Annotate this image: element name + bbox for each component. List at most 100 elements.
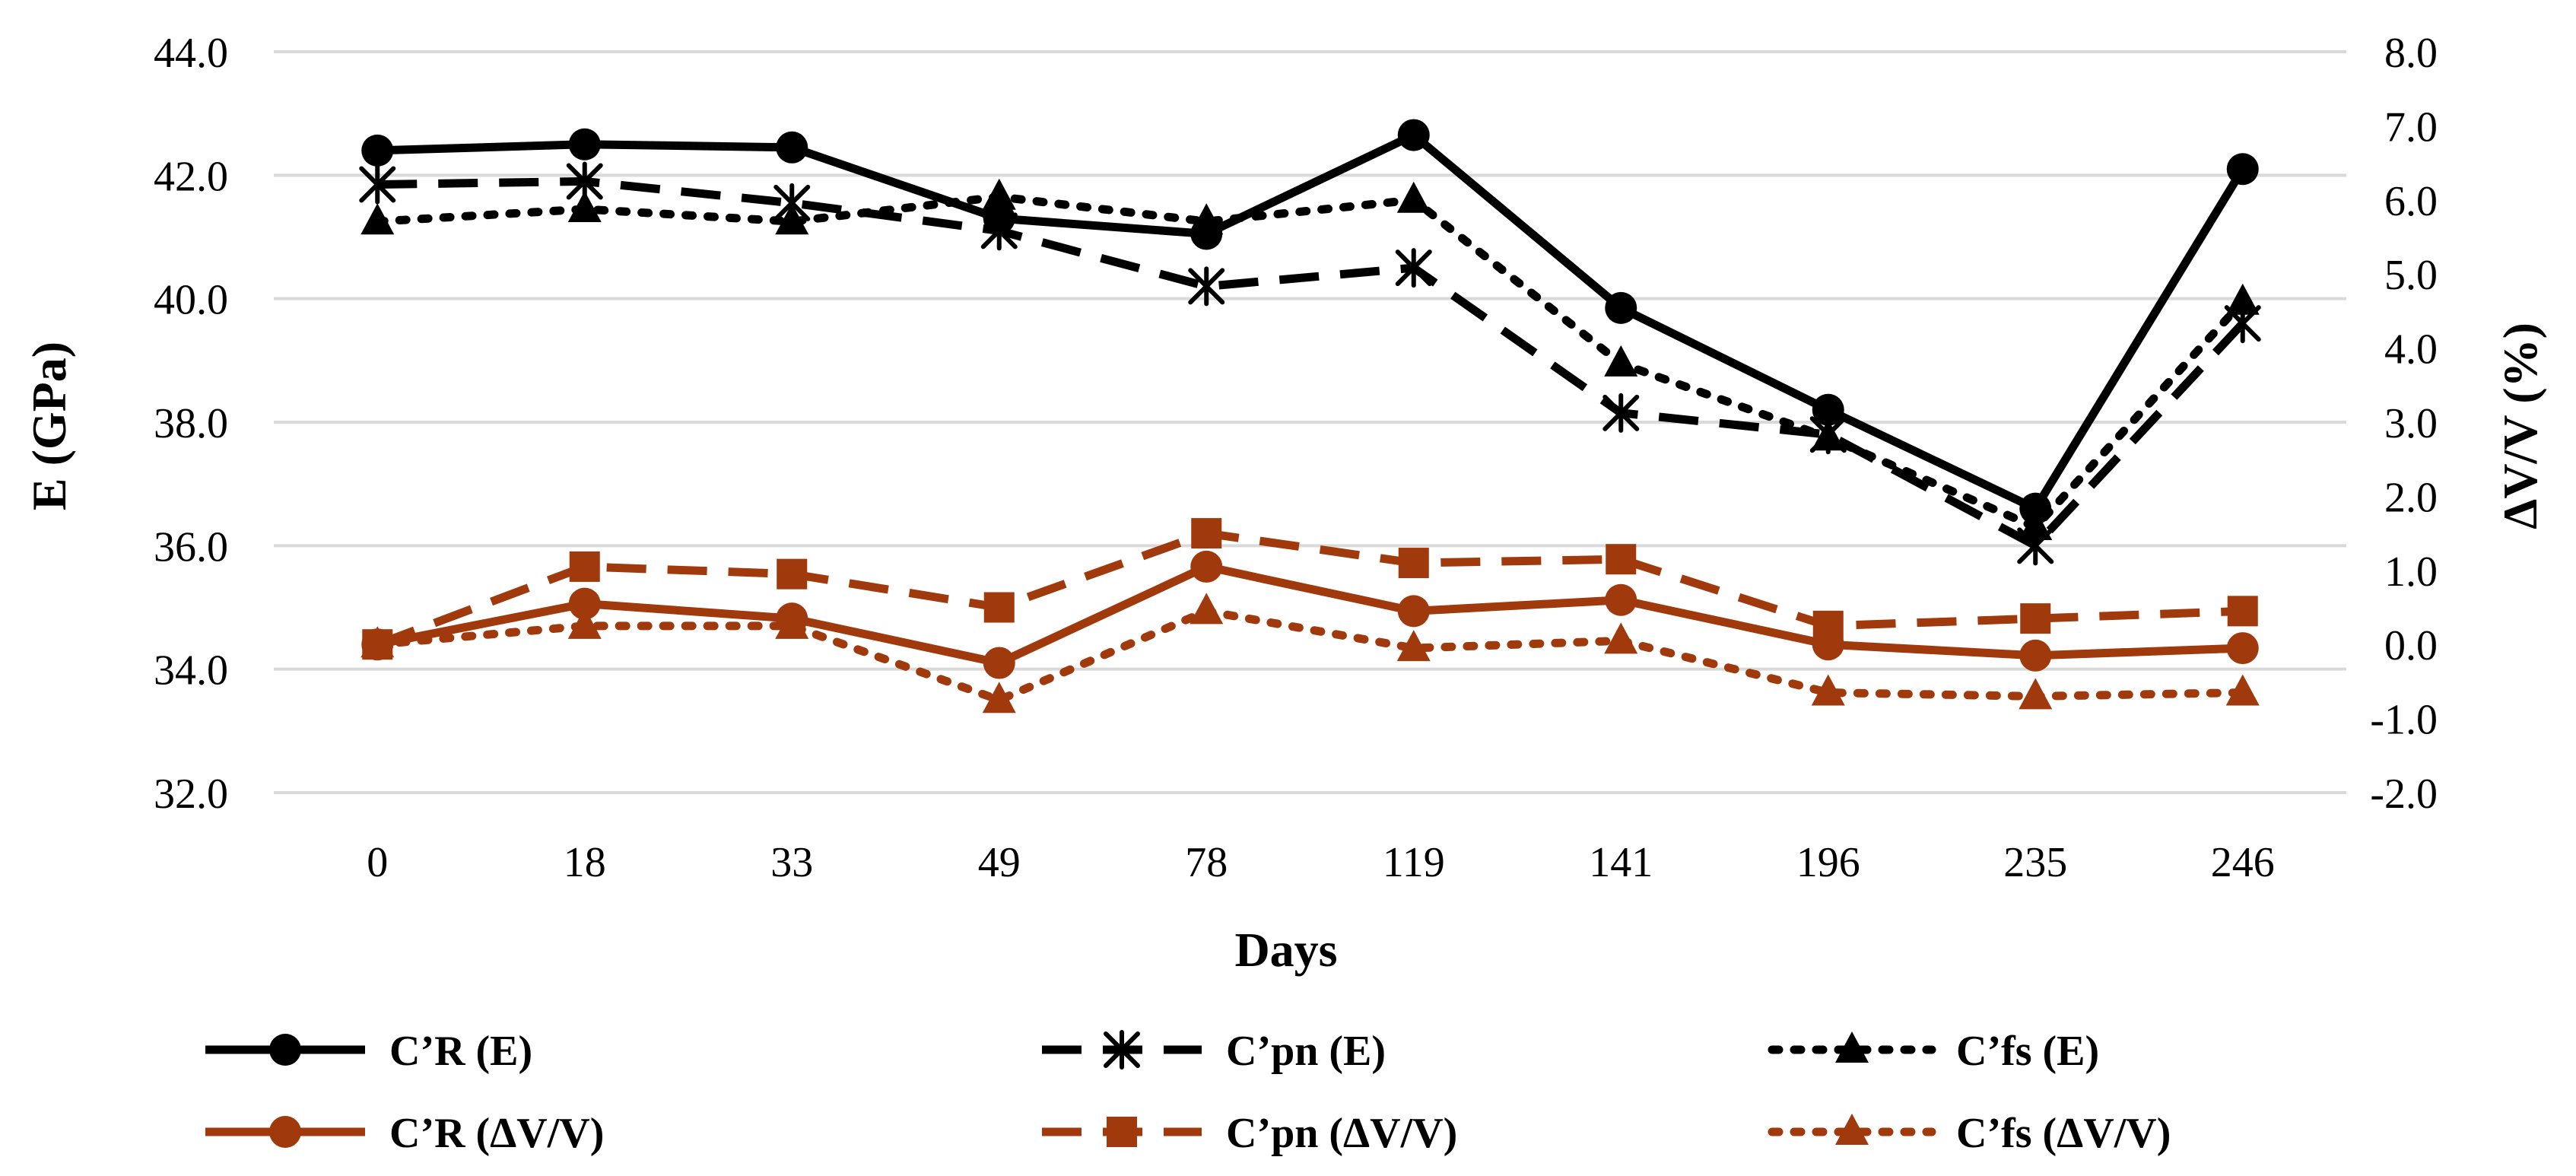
- data-point: [983, 592, 1015, 623]
- legend-swatch-marker: [269, 1116, 301, 1148]
- legend-item: C’R (E): [205, 1028, 532, 1075]
- data-point: [775, 607, 809, 639]
- y-axis-right-title: ΔV/V (%): [2493, 323, 2547, 529]
- legend-label: C’fs (ΔV/V): [1956, 1110, 2171, 1157]
- data-point: [1191, 518, 1222, 549]
- data-point: [1190, 203, 1224, 235]
- data-point: [1602, 393, 1640, 433]
- data-point: [2225, 283, 2260, 315]
- data-point: [2225, 674, 2260, 706]
- legend-label: C’pn (ΔV/V): [1226, 1110, 1457, 1157]
- y-tick-label: 42.0: [154, 153, 228, 200]
- data-point: [1397, 595, 1430, 628]
- data-point: [777, 558, 808, 590]
- x-tick-label: 18: [564, 839, 606, 886]
- data-point: [1396, 630, 1431, 662]
- x-tick-label: 246: [2211, 839, 2275, 886]
- data-point: [1811, 674, 1845, 706]
- y2-tick-label: 0.0: [2384, 622, 2438, 669]
- data-point: [1605, 583, 1637, 616]
- y-axis-right-ticks: -2.0 -1.0 0.0 1.0 2.0 3.0 4.0 5.0 6.0 7.0 8.0: [2370, 30, 2438, 818]
- x-tick-label: 235: [2003, 839, 2067, 886]
- y2-tick-label: 7.0: [2384, 103, 2438, 151]
- y-axis-left-ticks: 32.0 34.0 36.0 38.0 40.0 42.0 44.0: [154, 30, 228, 818]
- data-point: [982, 682, 1016, 714]
- data-point: [1395, 248, 1432, 288]
- data-point: [2020, 603, 2051, 634]
- data-point: [1396, 181, 1431, 213]
- y2-tick-label: 3.0: [2384, 400, 2438, 447]
- y-tick-label: 32.0: [154, 771, 228, 818]
- y-tick-label: 34.0: [154, 647, 228, 694]
- x-tick-label: 196: [1796, 839, 1860, 886]
- series-0: [361, 119, 2259, 525]
- data-point: [2227, 596, 2258, 627]
- x-axis-title: Days: [1234, 923, 1337, 977]
- legend-swatch-marker: [1107, 1117, 1137, 1147]
- data-point: [1604, 345, 1638, 377]
- legend-item: C’pn (E): [1042, 1028, 1386, 1075]
- data-point: [567, 607, 602, 639]
- data-point: [2019, 508, 2053, 540]
- data-point: [567, 190, 602, 222]
- y-tick-label: 36.0: [154, 523, 228, 571]
- data-point: [361, 203, 395, 235]
- y-tick-label: 44.0: [154, 30, 228, 77]
- x-tick-label: 141: [1589, 839, 1653, 886]
- data-point: [1188, 266, 1225, 307]
- series-3: [361, 550, 2259, 679]
- x-tick-label: 49: [978, 839, 1021, 886]
- data-point: [980, 211, 1018, 251]
- series-5: [361, 593, 2260, 714]
- x-tick-label: 33: [770, 839, 813, 886]
- legend-label: C’pn (E): [1226, 1028, 1386, 1075]
- y-tick-label: 38.0: [154, 400, 228, 447]
- legend-swatch-marker: [1835, 1114, 1869, 1145]
- x-tick-label: 78: [1185, 839, 1228, 886]
- data-point: [361, 134, 394, 167]
- legend-item: C’fs (E): [1768, 1028, 2099, 1075]
- legend-swatch-marker: [1104, 1030, 1140, 1070]
- legend-swatch-marker: [269, 1034, 301, 1066]
- y2-tick-label: 5.0: [2384, 252, 2438, 299]
- y-tick-label: 40.0: [154, 277, 228, 324]
- data-point: [1604, 622, 1638, 654]
- x-tick-label: 119: [1383, 839, 1445, 886]
- legend-item: C’R (ΔV/V): [205, 1110, 604, 1157]
- data-point: [359, 164, 396, 205]
- series-line: [373, 606, 2247, 704]
- legend-label: C’R (E): [389, 1028, 532, 1075]
- y-axis-left-title: E (GPa): [22, 342, 76, 510]
- data-point: [1605, 291, 1637, 324]
- data-point: [983, 647, 1015, 679]
- series-layer: [359, 119, 2261, 714]
- legend: C’R (E) C’pn (E) C’fs (E) C’R (ΔV/V) C’pn (Δ…: [205, 1028, 2171, 1157]
- data-point: [1606, 544, 1637, 575]
- series-line: [376, 562, 2243, 668]
- data-point: [1812, 393, 1844, 426]
- data-point: [1397, 119, 1430, 151]
- y2-tick-label: 2.0: [2384, 474, 2438, 521]
- data-point: [569, 551, 600, 582]
- data-point: [1811, 419, 1845, 451]
- data-point: [775, 203, 809, 235]
- x-axis-ticks: 0 18 33 49 78 119 141 196 235 246: [367, 839, 2275, 886]
- data-point: [2226, 632, 2259, 665]
- series-line: [377, 176, 2246, 550]
- data-point: [568, 587, 601, 620]
- data-point: [1398, 548, 1429, 579]
- legend-label: C’R (ΔV/V): [389, 1110, 604, 1157]
- data-point: [1190, 593, 1224, 625]
- data-point: [776, 131, 808, 164]
- y2-tick-label: -2.0: [2370, 771, 2438, 818]
- legend-item: C’fs (ΔV/V): [1768, 1110, 2171, 1157]
- legend-label: C’fs (E): [1956, 1028, 2099, 1075]
- legend-item: C’pn (ΔV/V): [1042, 1110, 1457, 1157]
- x-tick-label: 0: [367, 839, 388, 886]
- y2-tick-label: 6.0: [2384, 178, 2438, 225]
- data-point: [1190, 550, 1223, 583]
- gridlines: [274, 50, 2346, 794]
- y2-tick-label: 1.0: [2384, 548, 2438, 596]
- y2-tick-label: -1.0: [2370, 697, 2438, 744]
